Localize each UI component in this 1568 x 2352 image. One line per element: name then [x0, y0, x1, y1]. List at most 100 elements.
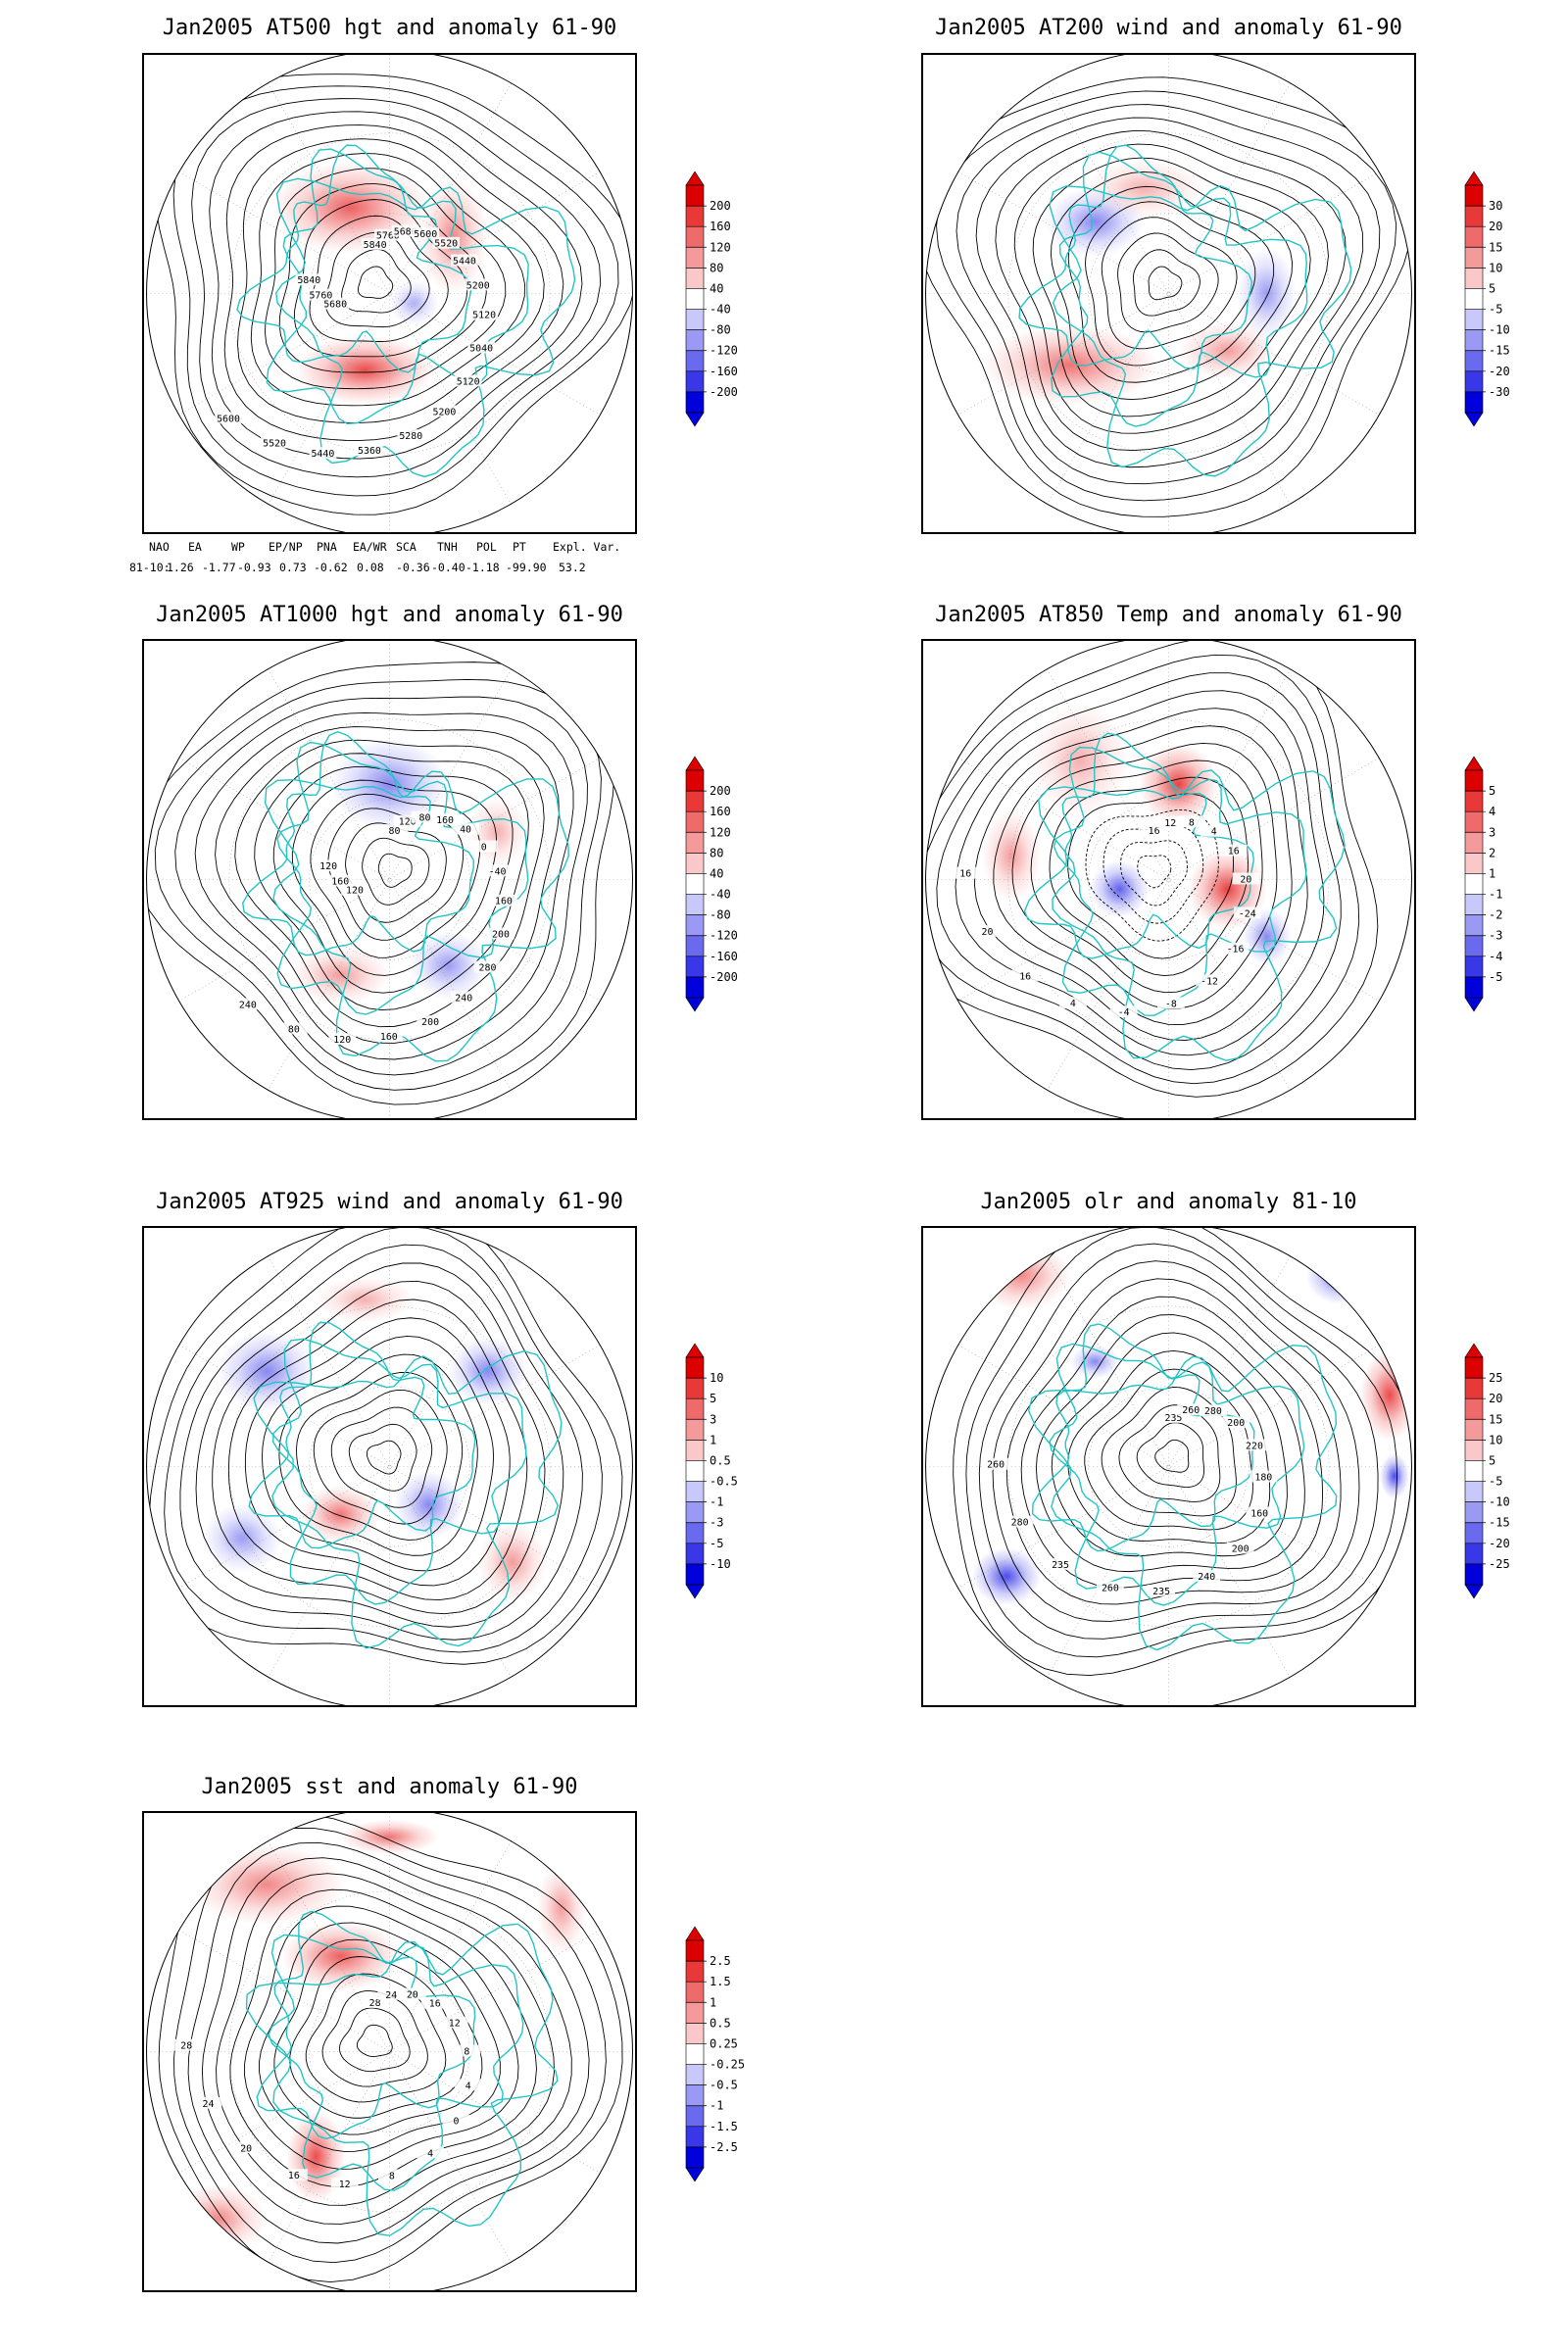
colorbar-arrow-bottom — [1464, 1584, 1484, 1599]
colorbar-segment — [686, 791, 704, 812]
colorbar-arrow-top — [1464, 171, 1484, 186]
colorbar-label: -15 — [1489, 344, 1510, 358]
colorbar-svg: 200 160 120 80 40 -40 -80 -120 -160 -200 — [685, 756, 738, 1012]
contour-line — [1013, 143, 1329, 434]
positive-anomaly-shading — [169, 2183, 268, 2254]
colorbar-segment — [686, 1460, 704, 1482]
contour-line — [1101, 217, 1238, 350]
colorbar-segment — [1465, 226, 1483, 248]
colorbar-label: -2.5 — [710, 2140, 738, 2154]
contour-line — [1011, 742, 1278, 1009]
colorbar-segment — [686, 2002, 704, 2024]
colorbar-segment — [686, 2126, 704, 2147]
contour-line — [174, 696, 588, 1076]
index-value: 1.26 — [167, 561, 194, 574]
colorbar-label: 5 — [1489, 784, 1495, 798]
map-svg-p7: 28 24 20 16 12 8 4 0 4 8 12 16 20 24 28 — [146, 1813, 633, 2290]
colorbar-label: -120 — [710, 929, 738, 943]
colorbar-segment — [686, 2105, 704, 2127]
contour-label: 220 — [1246, 1441, 1263, 1451]
colorbar-segment — [1465, 185, 1483, 207]
contour-line — [278, 1353, 478, 1556]
contour-label: 5200 — [433, 407, 457, 417]
contour-label: -40 — [489, 866, 507, 877]
colorbar-label: 1 — [1489, 866, 1495, 880]
index-header: NAO — [149, 540, 170, 554]
positive-anomaly-shading — [1139, 744, 1218, 825]
contour-label: 20 — [240, 2143, 252, 2154]
colorbar-p1: 200 160 120 80 40 -40 -80 -120 -160 -200 — [684, 171, 762, 446]
contour-line — [209, 111, 583, 460]
colorbar-segment — [686, 1522, 704, 1544]
contour-line — [1032, 157, 1311, 417]
panel-title-p5: Jan2005 AT925 wind and anomaly 61-90 — [156, 1190, 623, 1214]
contour-line — [259, 1922, 501, 2152]
colorbar-segment — [686, 2064, 704, 2085]
colorbar-label: -25 — [1489, 1557, 1510, 1571]
colorbar-label: -3 — [710, 1516, 723, 1530]
index-value: -0.40 — [431, 561, 466, 574]
contour-line — [154, 74, 633, 515]
colorbar-label: 30 — [1489, 199, 1502, 213]
colorbar-segment — [1465, 268, 1483, 289]
colorbar-label: 4 — [1489, 805, 1495, 818]
coastline — [276, 741, 529, 1015]
colorbar-label: -1.5 — [710, 2120, 738, 2133]
colorbar-label: -0.5 — [710, 1475, 738, 1489]
colorbar-label: 10 — [710, 1371, 723, 1385]
map-globe — [146, 1228, 633, 1705]
contour-label: 0 — [454, 2117, 460, 2128]
positive-anomaly-shading — [301, 1485, 380, 1544]
colorbar-segment — [1465, 309, 1483, 330]
contour-label: 5440 — [311, 449, 334, 460]
positive-anomaly-shading — [982, 324, 1159, 406]
index-header: SCA — [396, 540, 416, 554]
contour-label: 24 — [203, 2099, 215, 2110]
contour-label: 160 — [495, 897, 513, 907]
colorbar-p4: 5 4 3 2 1 -1 -2 -3 -4 -5 — [1463, 756, 1542, 1031]
contour-label: -16 — [1227, 945, 1245, 956]
index-header: TNH — [437, 540, 458, 554]
contour-line — [1084, 1368, 1253, 1531]
contour-line — [324, 231, 430, 328]
index-header: PNA — [317, 540, 337, 554]
colorbar-label: -20 — [1489, 365, 1510, 378]
colorbar-segment — [686, 873, 704, 895]
colorbar-segment — [686, 1982, 704, 2003]
contour-label: 16 — [288, 2171, 300, 2181]
colorbar-segment — [686, 914, 704, 936]
negative-anomaly-shading — [218, 1331, 317, 1412]
contour-line — [1154, 1439, 1190, 1473]
contour-line — [191, 98, 602, 478]
colorbar-label: -5 — [1489, 1475, 1502, 1489]
colorbar-label: 160 — [710, 805, 731, 818]
coastline — [1027, 1345, 1338, 1651]
colorbar-segment — [1465, 914, 1483, 936]
colorbar-arrow-top — [685, 1343, 705, 1358]
colorbar-segment — [1465, 832, 1483, 854]
index-value: -0.62 — [314, 561, 348, 574]
contour-line — [244, 1905, 519, 2170]
contour-label: 235 — [1165, 1413, 1183, 1424]
colorbar-label: 200 — [710, 784, 731, 798]
colorbar-label: -80 — [710, 908, 731, 922]
colorbar-segment — [686, 288, 704, 310]
colorbar-arrow-top — [1464, 1343, 1484, 1358]
colorbar-segment — [1465, 935, 1483, 956]
colorbar-segment — [686, 894, 704, 915]
contour-line — [377, 853, 413, 888]
positive-anomaly-shading — [536, 1862, 586, 1955]
coastline — [253, 1350, 563, 1649]
indices-header-row: NAO EA WP EP/NP PNA EA/WR SCA TNH POL PT Expl. Var… — [129, 540, 678, 588]
contour-label: 0 — [481, 842, 487, 853]
colorbar-segment — [1465, 329, 1483, 351]
colorbar-arrow-bottom — [685, 2167, 705, 2182]
contour-label: -8 — [1165, 999, 1177, 1009]
positive-anomaly-shading — [340, 1819, 439, 1854]
coastline — [242, 730, 474, 956]
contour-line — [975, 117, 1364, 468]
colorbar-arrow-top — [685, 171, 705, 186]
colorbar-label: 40 — [710, 281, 723, 295]
contour-label: 5840 — [364, 240, 387, 251]
